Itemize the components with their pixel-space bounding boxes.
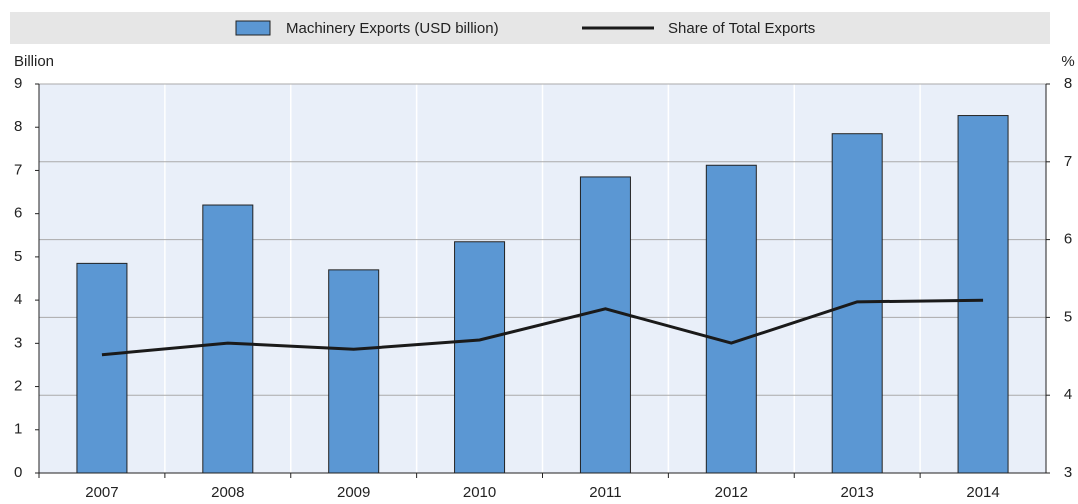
y-tick-label: 8 — [14, 118, 22, 135]
y-tick-label: 1 — [14, 421, 22, 438]
y2-tick-label: 6 — [1064, 231, 1072, 248]
y-tick-label: 2 — [14, 378, 22, 395]
bar — [76, 262, 128, 474]
y-tick-label: 5 — [14, 248, 22, 265]
x-tick-label: 2009 — [337, 484, 370, 501]
line — [101, 298, 984, 357]
y-tick-label: 7 — [14, 161, 22, 178]
x-tick-label: 2007 — [85, 484, 118, 501]
y2-axis-label: % — [1061, 53, 1074, 70]
y-tick-label: 9 — [14, 75, 22, 92]
legend-label: Share of Total Exports — [668, 20, 815, 37]
x-tick-label: 2013 — [841, 484, 874, 501]
bar — [957, 115, 1009, 474]
bar — [454, 241, 506, 474]
y-tick-label: 6 — [14, 205, 22, 222]
legend-swatch — [235, 20, 271, 36]
y2-tick-label: 7 — [1064, 153, 1072, 170]
bar — [328, 269, 380, 474]
bar — [579, 176, 631, 474]
legend-background — [10, 12, 1050, 44]
y-tick-label: 4 — [14, 291, 22, 308]
y-tick-label: 3 — [14, 334, 22, 351]
y-axis-label: Billion — [14, 53, 54, 70]
x-tick-label: 2008 — [211, 484, 244, 501]
bar — [705, 164, 757, 474]
y2-tick-label: 5 — [1064, 308, 1072, 325]
bar — [202, 204, 254, 474]
y-tick-label: 0 — [14, 464, 22, 481]
legend-label: Machinery Exports (USD billion) — [286, 20, 499, 37]
x-tick-label: 2010 — [463, 484, 496, 501]
x-tick-label: 2012 — [715, 484, 748, 501]
y2-tick-label: 3 — [1064, 464, 1072, 481]
y2-tick-label: 8 — [1064, 75, 1072, 92]
x-tick-label: 2011 — [589, 484, 621, 501]
x-tick-label: 2014 — [966, 484, 999, 501]
y2-tick-label: 4 — [1064, 386, 1072, 403]
